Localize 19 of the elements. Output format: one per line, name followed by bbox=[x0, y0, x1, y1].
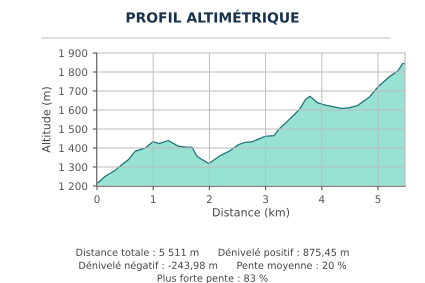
x-tick-label: 1 bbox=[151, 195, 156, 203]
text: Distance totale : 5 511 m Dénivelé positif : 875,45 m bbox=[76, 248, 349, 258]
x-tick-label: 3 bbox=[263, 195, 268, 204]
y-tick-label: 1 500 bbox=[59, 125, 88, 134]
y-tick-label: 1 900 bbox=[59, 49, 88, 58]
y-tick-label: 1 600 bbox=[59, 106, 88, 114]
chart-title: PROFIL ALTIMÉTRIQUE bbox=[126, 10, 299, 25]
y-axis-title: Altitude (m) bbox=[42, 87, 52, 153]
x-tick-label: 5 bbox=[376, 195, 380, 204]
y-tick-label: 1 400 bbox=[59, 144, 88, 152]
y-tick-label: 1 700 bbox=[59, 87, 88, 96]
x-tick-label: 2 bbox=[206, 195, 212, 203]
text: Dénivelé négatif : -243,98 m Pente moyenne : 20 % bbox=[79, 261, 346, 271]
y-tick-label: 1 800 bbox=[59, 68, 88, 76]
y-tick-label: 1 300 bbox=[59, 163, 88, 172]
x-tick-label: 4 bbox=[319, 195, 325, 203]
x-tick-label: 0 bbox=[94, 195, 100, 204]
x-axis-title: Distance (km) bbox=[213, 208, 290, 218]
y-tick-label: 1 200 bbox=[59, 182, 88, 190]
